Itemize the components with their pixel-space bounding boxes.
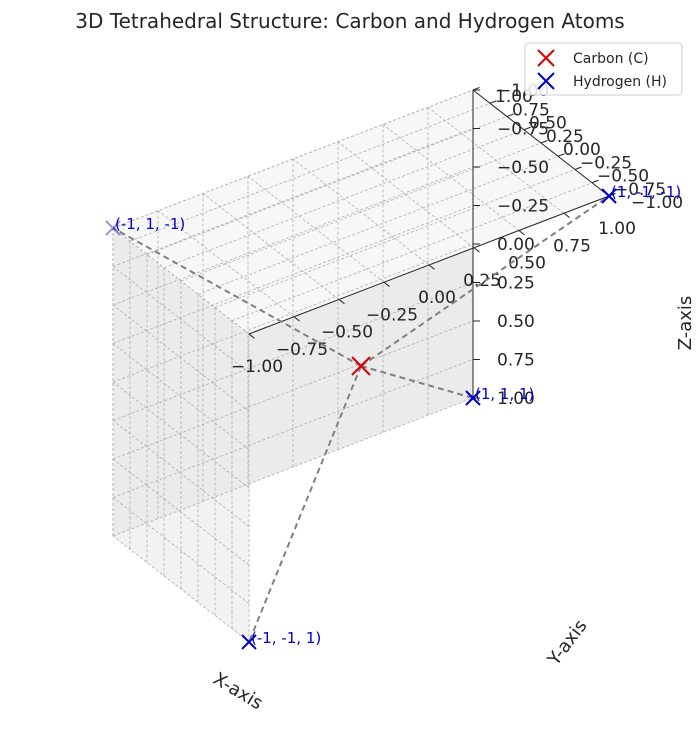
y-tick	[540, 140, 548, 144]
hydrogen-point-stroke	[465, 390, 481, 406]
z-tick-label: 0.00	[497, 235, 535, 255]
legend-marker	[537, 72, 555, 90]
grid-line	[129, 102, 491, 242]
y-tick-label: −0.75	[614, 180, 666, 200]
x-tick-label: −0.50	[321, 323, 373, 343]
x-tick-label: 1.00	[598, 219, 636, 239]
z-axis-label: Z-axis	[675, 296, 696, 351]
x-tick	[248, 333, 255, 339]
hydrogen-point-stroke	[241, 634, 257, 650]
x-axis-label: X-axis	[209, 668, 266, 714]
grid-line	[247, 175, 385, 283]
y-tick-label: −1.00	[631, 193, 683, 213]
carbon-point-stroke	[351, 356, 371, 376]
hydrogen-point	[601, 188, 617, 204]
carbon-point	[351, 356, 371, 376]
legend-label: Hydrogen (H)	[573, 74, 667, 90]
hydrogen-point-label: (-1, -1, 1)	[251, 629, 321, 647]
x-tick	[428, 264, 435, 270]
grid-line	[163, 129, 525, 269]
y-axis-label: Y-axis	[543, 616, 591, 671]
legend-marker-stroke	[537, 72, 555, 90]
x-tick-label: −0.25	[366, 305, 418, 325]
y-tick-label: 0.25	[546, 127, 584, 147]
y-tick-label: 0.00	[563, 140, 601, 160]
legend: Carbon (C) Hydrogen (H)	[524, 42, 683, 96]
x-tick-label: 0.00	[418, 288, 456, 308]
x-tick	[383, 281, 390, 287]
y-tick-label: 0.75	[512, 100, 550, 120]
z-tick-label: 0.25	[497, 274, 535, 294]
grid-line	[112, 458, 250, 566]
x-tick	[473, 247, 480, 253]
z-tick-label: −0.75	[497, 120, 549, 140]
x-tick	[338, 299, 345, 305]
y-tick	[591, 179, 599, 184]
z-tick-label: 0.75	[497, 351, 535, 371]
legend-marker	[537, 49, 555, 67]
legend-marker-stroke	[537, 49, 555, 67]
hydrogen-point-stroke	[105, 220, 121, 236]
z-tick-label: −0.50	[497, 158, 549, 178]
y-tick	[489, 100, 497, 104]
axes: −1.00−0.75−0.50−0.250.000.250.500.751.00…	[209, 81, 696, 714]
y-tick	[574, 166, 582, 170]
grid-line	[112, 282, 474, 421]
grid-line	[112, 497, 250, 604]
data-points: (1, 1, 1) (-1, -1, 1) (-1, 1, -1) (1, -1, -…	[105, 183, 681, 650]
chart-title: 3D Tetrahedral Structure: Carbon and Hyd…	[75, 9, 624, 33]
x-tick-label: −1.00	[231, 357, 283, 377]
hydrogen-point	[241, 634, 257, 650]
z-tick-label: −0.25	[497, 197, 549, 217]
grid-line	[112, 535, 250, 643]
z-tick-label: 1.00	[497, 389, 535, 409]
grid-line	[112, 243, 474, 383]
hydrogen-point-label: (1, 1, 1)	[475, 385, 534, 403]
hydrogen-point	[465, 390, 481, 406]
grid-line	[197, 155, 559, 295]
grid-line	[337, 141, 475, 249]
grid-line	[112, 266, 250, 373]
bond-line	[360, 195, 610, 367]
y-tick-label: −0.50	[597, 167, 649, 187]
grid-line	[382, 124, 520, 231]
bond-line	[112, 227, 362, 367]
grid-line	[112, 128, 474, 267]
hydrogen-point	[105, 220, 121, 236]
y-tick-label: 1.00	[495, 87, 533, 107]
grid-line	[146, 116, 508, 255]
y-tick	[557, 153, 565, 157]
hydrogen-point-label: (1, -1, -1)	[611, 183, 681, 201]
x-tick-label: 0.50	[508, 254, 546, 274]
hydrogen-point-stroke	[601, 188, 617, 204]
grid-line	[157, 210, 295, 318]
y-tick-label: 0.50	[529, 114, 567, 134]
legend-box	[524, 42, 683, 96]
grid-line	[427, 106, 565, 214]
bond-lines	[112, 195, 610, 643]
hydrogen-point-stroke	[105, 220, 121, 236]
legend-label: Carbon (C)	[573, 51, 649, 67]
x-tick	[518, 230, 525, 236]
grid-line	[214, 169, 576, 308]
x-tick-label: −0.75	[276, 340, 328, 360]
grid-line	[112, 320, 474, 460]
grid-line	[112, 89, 474, 229]
grid-lines	[112, 89, 610, 643]
x-tick	[563, 212, 570, 218]
grid-line	[112, 397, 474, 537]
hydrogen-point-label: (-1, 1, -1)	[115, 215, 185, 233]
y-tick	[506, 113, 514, 117]
z-tick-label: 0.50	[497, 312, 535, 332]
grid-line	[112, 420, 250, 527]
grid-line	[112, 359, 474, 498]
y-tick-label: −0.25	[580, 153, 632, 173]
x-tick-label: 0.75	[553, 236, 591, 256]
y-tick	[523, 126, 531, 131]
grid-line	[112, 381, 250, 489]
x-tick	[293, 316, 300, 322]
grid-line	[180, 142, 542, 282]
